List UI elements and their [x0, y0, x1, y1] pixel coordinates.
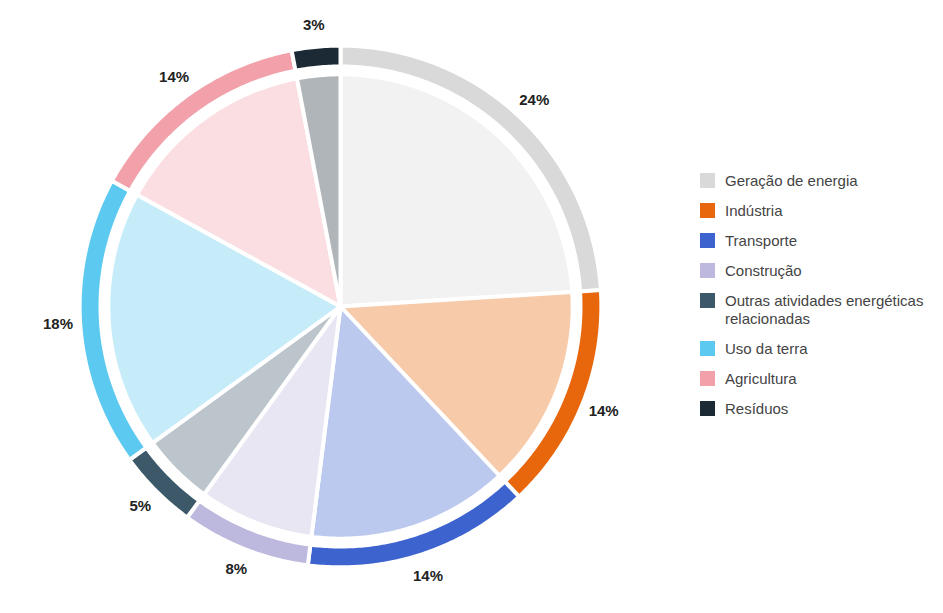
html-text:Transporte: Transporte [725, 232, 797, 249]
html-text:Geração de energia: Geração de energia [725, 172, 858, 189]
svg-text:14%: 14% [413, 566, 443, 583]
html-text:Resíduos: Resíduos [725, 400, 789, 417]
html-text:Construção: Construção [725, 262, 802, 279]
html-text:Uso da terra: Uso da terra [725, 340, 808, 357]
html-text:Indústria: Indústria [725, 202, 783, 219]
html-text:Outras atividades energéticas: Outras atividades energéticas relacionad… [725, 292, 924, 327]
svg-text:14%: 14% [159, 68, 189, 85]
svg-text:3%: 3% [303, 16, 325, 33]
svg-text:18%: 18% [43, 315, 73, 332]
svg-text:14%: 14% [589, 401, 619, 418]
html-text:Agricultura: Agricultura [725, 370, 797, 387]
svg-text:8%: 8% [225, 560, 247, 577]
svg-text:24%: 24% [519, 91, 549, 108]
svg-text:5%: 5% [130, 497, 152, 514]
